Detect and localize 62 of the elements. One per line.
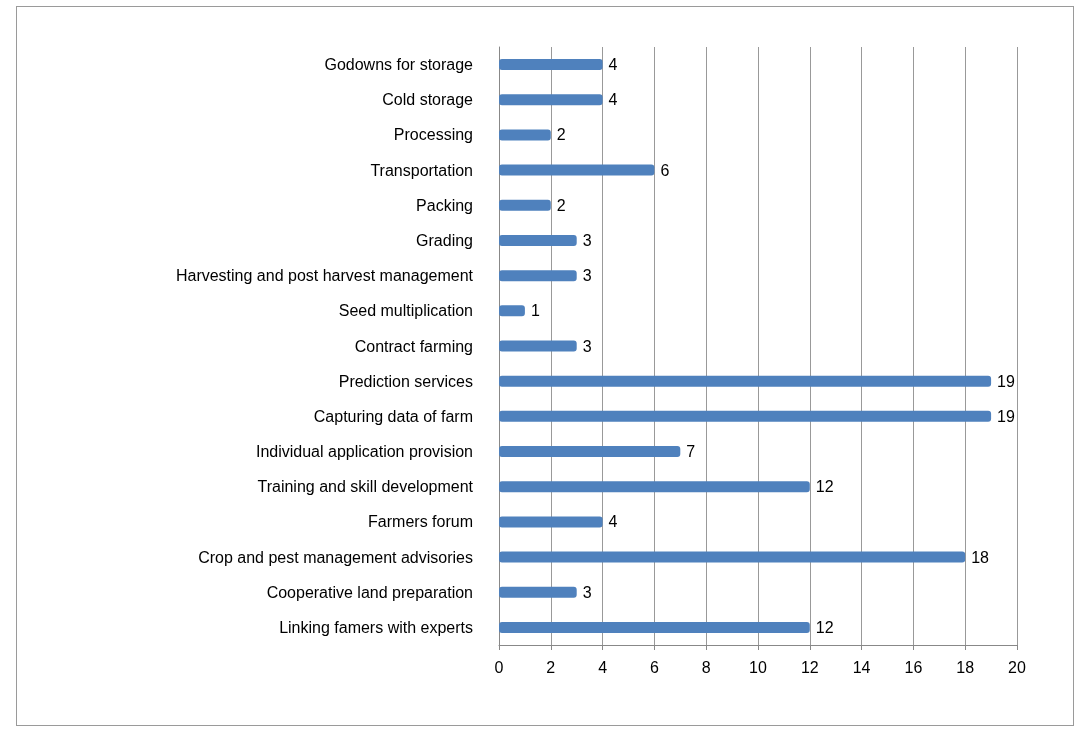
bar bbox=[499, 375, 992, 387]
bar bbox=[499, 59, 603, 71]
x-tick-label: 14 bbox=[852, 658, 871, 676]
y-tick-label: Harvesting and post harvest management bbox=[175, 267, 474, 285]
bar bbox=[499, 446, 681, 458]
bar bbox=[499, 234, 577, 246]
bar bbox=[499, 199, 551, 211]
data-label: 3 bbox=[582, 231, 592, 249]
data-label: 4 bbox=[608, 91, 618, 109]
bar bbox=[499, 516, 603, 528]
y-tick-label: Processing bbox=[393, 126, 473, 144]
x-tick-label: 20 bbox=[1008, 658, 1026, 676]
data-label: 18 bbox=[971, 548, 990, 566]
y-tick-label: Individual application provision bbox=[255, 443, 473, 461]
bar bbox=[499, 586, 577, 598]
y-tick-label: Prediction services bbox=[338, 372, 473, 390]
bar bbox=[499, 410, 992, 422]
bar bbox=[499, 164, 655, 176]
x-tick-label: 0 bbox=[494, 658, 504, 676]
data-label: 19 bbox=[997, 407, 1015, 425]
data-label: 12 bbox=[815, 478, 834, 496]
y-tick-label: Farmers forum bbox=[368, 513, 473, 531]
bar bbox=[499, 270, 577, 282]
data-label: 2 bbox=[556, 126, 566, 144]
y-tick-label: Capturing data of farm bbox=[313, 407, 473, 425]
x-tick-label: 10 bbox=[749, 658, 767, 676]
data-label: 3 bbox=[582, 583, 592, 601]
data-label: 6 bbox=[660, 161, 670, 179]
data-label: 12 bbox=[815, 618, 834, 636]
bar bbox=[499, 621, 810, 633]
x-tick-label: 16 bbox=[904, 658, 923, 676]
y-tick-label: Packing bbox=[416, 196, 473, 214]
x-tick-label: 2 bbox=[546, 658, 556, 676]
y-tick-label: Transportation bbox=[370, 161, 473, 179]
x-tick-label: 8 bbox=[701, 658, 711, 676]
y-tick-label: Cooperative land preparation bbox=[266, 583, 473, 601]
data-label: 3 bbox=[582, 337, 592, 355]
data-label: 7 bbox=[686, 443, 696, 461]
bar bbox=[499, 340, 577, 352]
y-tick-label: Training and skill development bbox=[257, 478, 474, 496]
bar bbox=[499, 94, 603, 106]
y-tick-label: Crop and pest management advisories bbox=[198, 548, 473, 566]
y-tick-label: Seed multiplication bbox=[338, 302, 473, 320]
x-tick-label: 6 bbox=[649, 658, 659, 676]
data-label: 4 bbox=[608, 513, 618, 531]
y-tick-label: Contract farming bbox=[354, 337, 473, 355]
data-label: 3 bbox=[582, 267, 592, 285]
y-tick-label: Linking famers with experts bbox=[279, 618, 473, 636]
x-tick-label: 12 bbox=[800, 658, 819, 676]
x-tick-label: 18 bbox=[956, 658, 975, 676]
data-label: 1 bbox=[530, 302, 540, 320]
bar bbox=[499, 481, 810, 493]
bar bbox=[499, 551, 966, 563]
data-label: 19 bbox=[997, 372, 1015, 390]
bar bbox=[499, 305, 525, 317]
y-tick-label: Godowns for storage bbox=[324, 56, 474, 74]
bar bbox=[499, 129, 551, 141]
x-tick-label: 4 bbox=[598, 658, 608, 676]
data-label: 4 bbox=[608, 56, 618, 74]
y-tick-label: Cold storage bbox=[382, 91, 474, 109]
y-tick-label: Grading bbox=[416, 231, 473, 249]
data-label: 2 bbox=[556, 196, 566, 214]
